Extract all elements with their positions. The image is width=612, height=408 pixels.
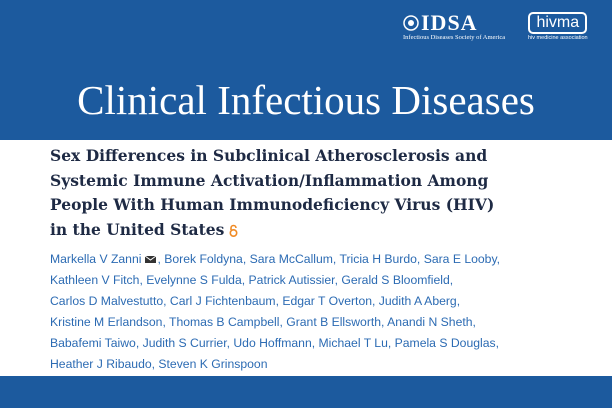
author-separator: , [139,273,143,287]
header-band: IDSA Infectious Diseases Society of Amer… [0,0,612,140]
author-separator: , [162,315,166,329]
author-link[interactable]: Carlos D Malvestutto [50,294,164,308]
author-separator: , [157,252,161,266]
author-line: Markella V Zanni, Borek Foldyna, Sara Mc… [50,249,500,270]
author-link[interactable]: Udo Hoffmann [233,336,312,350]
author-link[interactable]: Grant B Ellsworth [286,315,382,329]
author-link[interactable]: Kristine M Erlandson [50,315,163,329]
author-link[interactable]: Judith S Currier [142,336,227,350]
author-line: Kristine M Erlandson, Thomas B Campbell,… [50,312,500,333]
author-link[interactable]: Babafemi Taiwo [50,336,136,350]
idsa-logo[interactable]: IDSA Infectious Diseases Society of Amer… [403,12,505,42]
author-separator: , [241,273,246,287]
title-line: Systemic Immune Activation/Inflammation … [50,170,489,190]
idsa-emblem [403,15,419,31]
author-separator: , [456,294,461,308]
author-link[interactable]: Tricia H Burdo [339,252,417,266]
author-link[interactable]: Thomas B Campbell [169,315,280,329]
author-line: Kathleen V Fitch, Evelynne S Fulda, Patr… [50,270,500,291]
author-link[interactable]: Judith A Aberg [378,294,457,308]
author-link[interactable]: Anandi N Sheth [387,315,473,329]
hivma-name: hivma [528,12,588,34]
author-separator: , [387,336,392,350]
email-icon[interactable] [144,253,157,266]
author-separator: , [163,294,167,308]
author-separator: , [275,294,279,308]
author-link[interactable]: Evelynne S Fulda [146,273,242,287]
author-separator: , [279,315,283,329]
author-link[interactable]: Patrick Autissier [248,273,335,287]
author-separator: , [334,273,338,287]
article-title: Sex Differences in Subclinical Atheroscl… [50,144,494,242]
author-link[interactable]: Steven K Grinspoon [158,357,268,371]
author-separator: , [416,252,421,266]
author-link[interactable]: Gerald S Bloomfield [341,273,450,287]
author-link[interactable]: Markella V Zanni [50,252,142,266]
author-separator: , [242,252,247,266]
author-separator: , [135,336,140,350]
author-link[interactable]: Sara McCallum [249,252,333,266]
title-line: People With Human Immunodeficiency Virus… [50,195,495,214]
author-link[interactable]: Borek Foldyna [164,252,243,266]
author-link[interactable]: Michael T Lu [318,336,388,350]
author-separator: , [449,273,454,287]
hivma-logo[interactable]: hivma hiv medicine association [528,12,588,43]
author-separator: , [472,315,476,329]
author-link[interactable]: Carl J Fichtenbaum [169,294,276,308]
author-separator: , [226,336,230,350]
title-line: Sex Differences in Subclinical Atheroscl… [50,146,488,165]
author-line: Heather J Ribaudo, Steven K Grinspoon [50,354,500,375]
open-access-icon[interactable] [227,224,240,238]
author-link[interactable]: Sara E Looby [423,252,497,266]
author-list: Markella V Zanni, Borek Foldyna, Sara Mc… [50,249,500,375]
author-line: Babafemi Taiwo, Judith S Currier, Udo Ho… [50,333,500,354]
author-link[interactable]: Pamela S Douglas [394,336,496,350]
author-separator: , [381,315,385,329]
author-separator: , [495,336,499,350]
title-line: in the United States [50,218,494,243]
author-separator: , [332,252,337,266]
author-separator: , [151,357,156,371]
author-line: Carlos D Malvestutto, Carl J Fichtenbaum… [50,291,500,312]
author-separator: , [372,294,376,308]
author-separator: , [311,336,316,350]
author-link[interactable]: Heather J Ribaudo [50,357,152,371]
journal-title: Clinical Infectious Diseases [77,77,535,123]
idsa-name: IDSA [421,10,478,35]
hivma-subtitle: hiv medicine association [528,35,588,41]
author-link[interactable]: Kathleen V Fitch [50,273,140,287]
idsa-subtitle: Infectious Diseases Society of America [403,34,506,41]
author-link[interactable]: Edgar T Overton [282,294,372,308]
footer-band [0,376,612,408]
author-separator: , [496,252,501,266]
